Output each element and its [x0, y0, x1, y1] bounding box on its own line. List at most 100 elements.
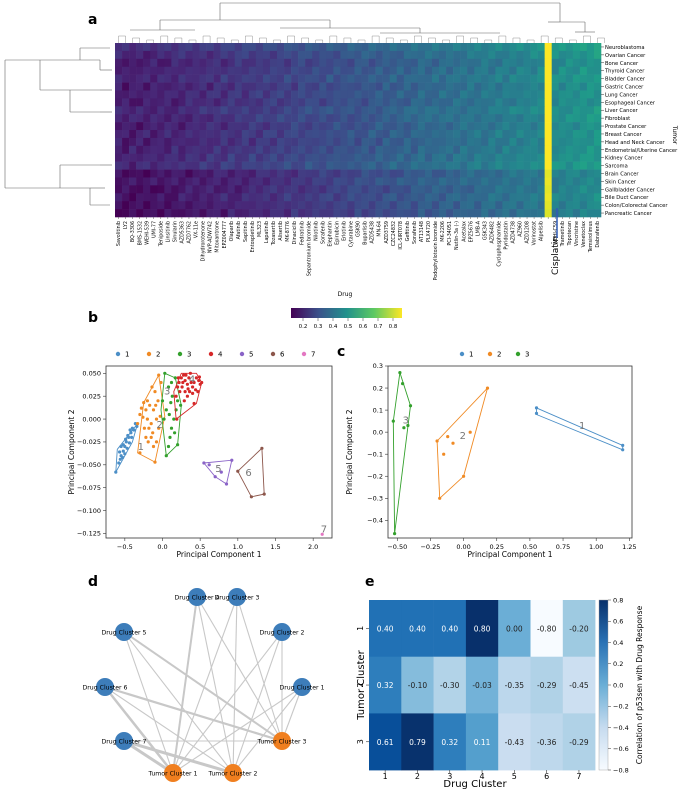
x-tick-label: 2 — [415, 772, 420, 781]
heatmap-cell — [495, 50, 503, 60]
heatmap-cell — [523, 209, 531, 218]
heatmap-cell — [558, 185, 567, 194]
heatmap-cell — [213, 137, 221, 147]
heatmap-cell — [417, 58, 426, 68]
heatmap-cell — [502, 161, 510, 170]
heatmap-cell — [291, 58, 299, 68]
heatmap-cell — [551, 43, 560, 52]
colorbar-tick-label: 0.8 — [389, 324, 398, 330]
heatmap-cell — [312, 58, 320, 68]
heatmap-cell — [439, 74, 447, 83]
heatmap-cell — [164, 177, 172, 186]
heatmap-cell — [368, 145, 376, 155]
heatmap-cell — [537, 169, 545, 178]
heatmap-cell — [157, 58, 165, 68]
tumor-label: Bile Duct Cancer — [605, 195, 649, 201]
heatmap-cell — [284, 74, 292, 83]
heatmap-cell — [572, 43, 581, 52]
heatmap-cell — [474, 137, 482, 147]
data-point — [169, 380, 174, 385]
heatmap-cell — [277, 43, 285, 52]
heatmap-cell — [248, 161, 257, 170]
heatmap-cell — [460, 90, 468, 99]
heatmap-cell — [277, 66, 285, 75]
heatmap-cell — [340, 90, 348, 99]
heatmap-cell — [178, 185, 186, 194]
heatmap-cell — [481, 50, 489, 60]
heatmap-cell — [537, 43, 545, 52]
heatmap-cell — [467, 193, 475, 202]
network-edge — [196, 596, 234, 774]
heatmap-cell — [368, 74, 376, 83]
heatmap-cell — [340, 98, 348, 107]
heatmap-cell — [277, 122, 285, 131]
heatmap-cell — [417, 169, 426, 178]
heatmap-cell — [439, 98, 447, 107]
data-point — [393, 532, 397, 536]
heatmap-cell — [410, 66, 419, 75]
heatmap-cell — [227, 66, 236, 75]
heatmap-cell — [333, 66, 341, 75]
heatmap-cell — [424, 43, 433, 52]
heatmap-cell — [389, 137, 398, 147]
heatmap-cell — [234, 209, 243, 218]
heatmap-cell — [467, 122, 475, 131]
heatmap-cell — [551, 153, 560, 162]
heatmap-cell — [375, 201, 383, 210]
heatmap-cell — [474, 130, 482, 139]
colorbar-tick-label: 0.8 — [613, 596, 623, 604]
heatmap-cell — [361, 98, 369, 107]
heatmap-cell — [115, 74, 123, 83]
heatmap-cell — [206, 169, 214, 178]
tumor-label: Pancreatic Cancer — [605, 211, 653, 217]
heatmap-cell — [495, 169, 503, 178]
heatmap-cell — [115, 43, 123, 52]
heatmap-cell — [298, 145, 306, 155]
data-point — [200, 380, 204, 385]
heatmap-cell — [199, 43, 207, 52]
heatmap-cell — [171, 153, 179, 162]
heatmap-cell — [171, 58, 179, 68]
heatmap-cell — [333, 90, 341, 99]
heatmap-cell — [586, 137, 595, 147]
heatmap-cell — [523, 90, 531, 99]
heatmap-cell — [502, 66, 510, 75]
heatmap-cell — [389, 98, 398, 107]
heatmap-cell — [234, 122, 243, 131]
heatmap-cell — [530, 66, 538, 75]
heatmap-cell — [248, 74, 257, 83]
heatmap-cell — [129, 153, 137, 162]
heatmap-cell — [516, 114, 524, 123]
heatmap-cell — [143, 185, 151, 194]
heatmap-cell — [136, 137, 144, 147]
heatmap-cell — [136, 58, 144, 68]
drug-label: Cytarabine — [349, 221, 355, 247]
heatmap-cell — [382, 185, 390, 194]
heatmap-cell — [277, 50, 285, 60]
x-tick-label: 4 — [480, 772, 485, 781]
data-point — [174, 394, 178, 398]
heatmap-cell — [403, 209, 412, 218]
heatmap-cell — [530, 656, 564, 714]
data-point — [184, 373, 188, 377]
heatmap-cell — [312, 130, 320, 139]
plot-frame — [387, 365, 633, 539]
data-point — [154, 403, 158, 407]
heatmap-cell — [206, 145, 214, 155]
heatmap-cell — [410, 74, 419, 83]
heatmap-cell — [312, 193, 320, 202]
heatmap-cell — [312, 201, 320, 210]
heatmap-cell — [551, 82, 560, 91]
data-point — [145, 399, 149, 403]
dendrogram-leaf — [329, 35, 338, 43]
heatmap-cell — [129, 66, 137, 75]
heatmap-cell — [143, 193, 151, 202]
heatmap-cell — [593, 122, 602, 131]
heatmap-cell — [579, 153, 588, 162]
heatmap-cell — [129, 106, 137, 115]
heatmap-cell — [474, 66, 482, 75]
heatmap-cell — [565, 122, 574, 131]
colorbar-tick-label: −0.8 — [613, 766, 629, 774]
heatmap-cell — [255, 161, 264, 170]
heatmap-cell — [185, 122, 193, 131]
